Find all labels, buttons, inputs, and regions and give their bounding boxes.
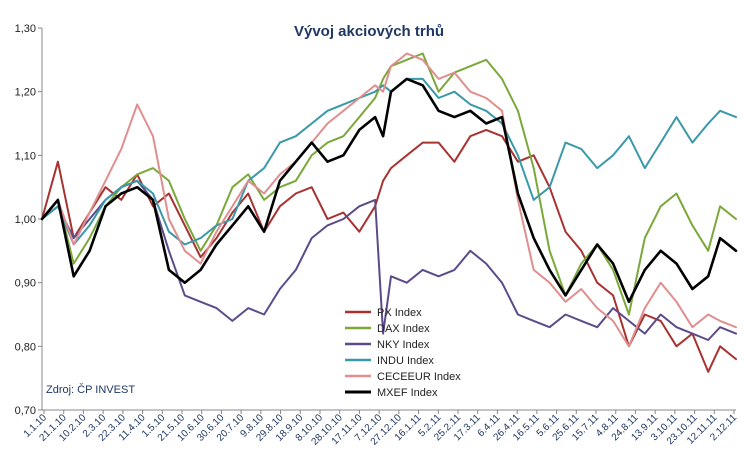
y-tick-label: 1,30 <box>15 23 36 35</box>
y-axis: 0,70 0,80 0,90 1,00 1,10 1,20 1,30 <box>15 23 43 417</box>
series-line-ceceeur-index <box>41 52 737 348</box>
source-note: Zdroj: ČP INVEST <box>46 383 135 396</box>
y-tick-label: 1,10 <box>15 150 36 162</box>
legend-label: INDU Index <box>377 355 434 367</box>
y-tick-label: 0,90 <box>15 278 36 290</box>
y-tick-label: 0,80 <box>15 341 36 353</box>
chart-title: Vývoj akciových trhů <box>294 23 444 40</box>
x-axis: 1.1.1021.1.1010.2.102.3.1022.3.1011.4.10… <box>22 409 739 448</box>
series-line-px-index <box>41 128 737 373</box>
y-tick-label: 1,20 <box>15 87 36 99</box>
y-tick-label: 0,70 <box>15 405 36 417</box>
series-line-indu-index <box>41 77 737 246</box>
series-line-dax-index <box>41 52 737 316</box>
y-tick-label: 1,00 <box>15 214 36 226</box>
series-line-nky-index <box>41 179 737 341</box>
legend-label: CECEEUR Index <box>377 371 461 383</box>
legend-label: NKY Index <box>377 339 430 351</box>
legend: PX Index DAX Index NKY Index INDU Index CECE… <box>345 307 461 399</box>
plot-area <box>40 52 738 373</box>
legend-label: PX Index <box>377 307 422 319</box>
legend-label: MXEF Index <box>377 387 438 399</box>
series-line-mxef-index <box>40 77 738 304</box>
legend-label: DAX Index <box>377 323 430 335</box>
